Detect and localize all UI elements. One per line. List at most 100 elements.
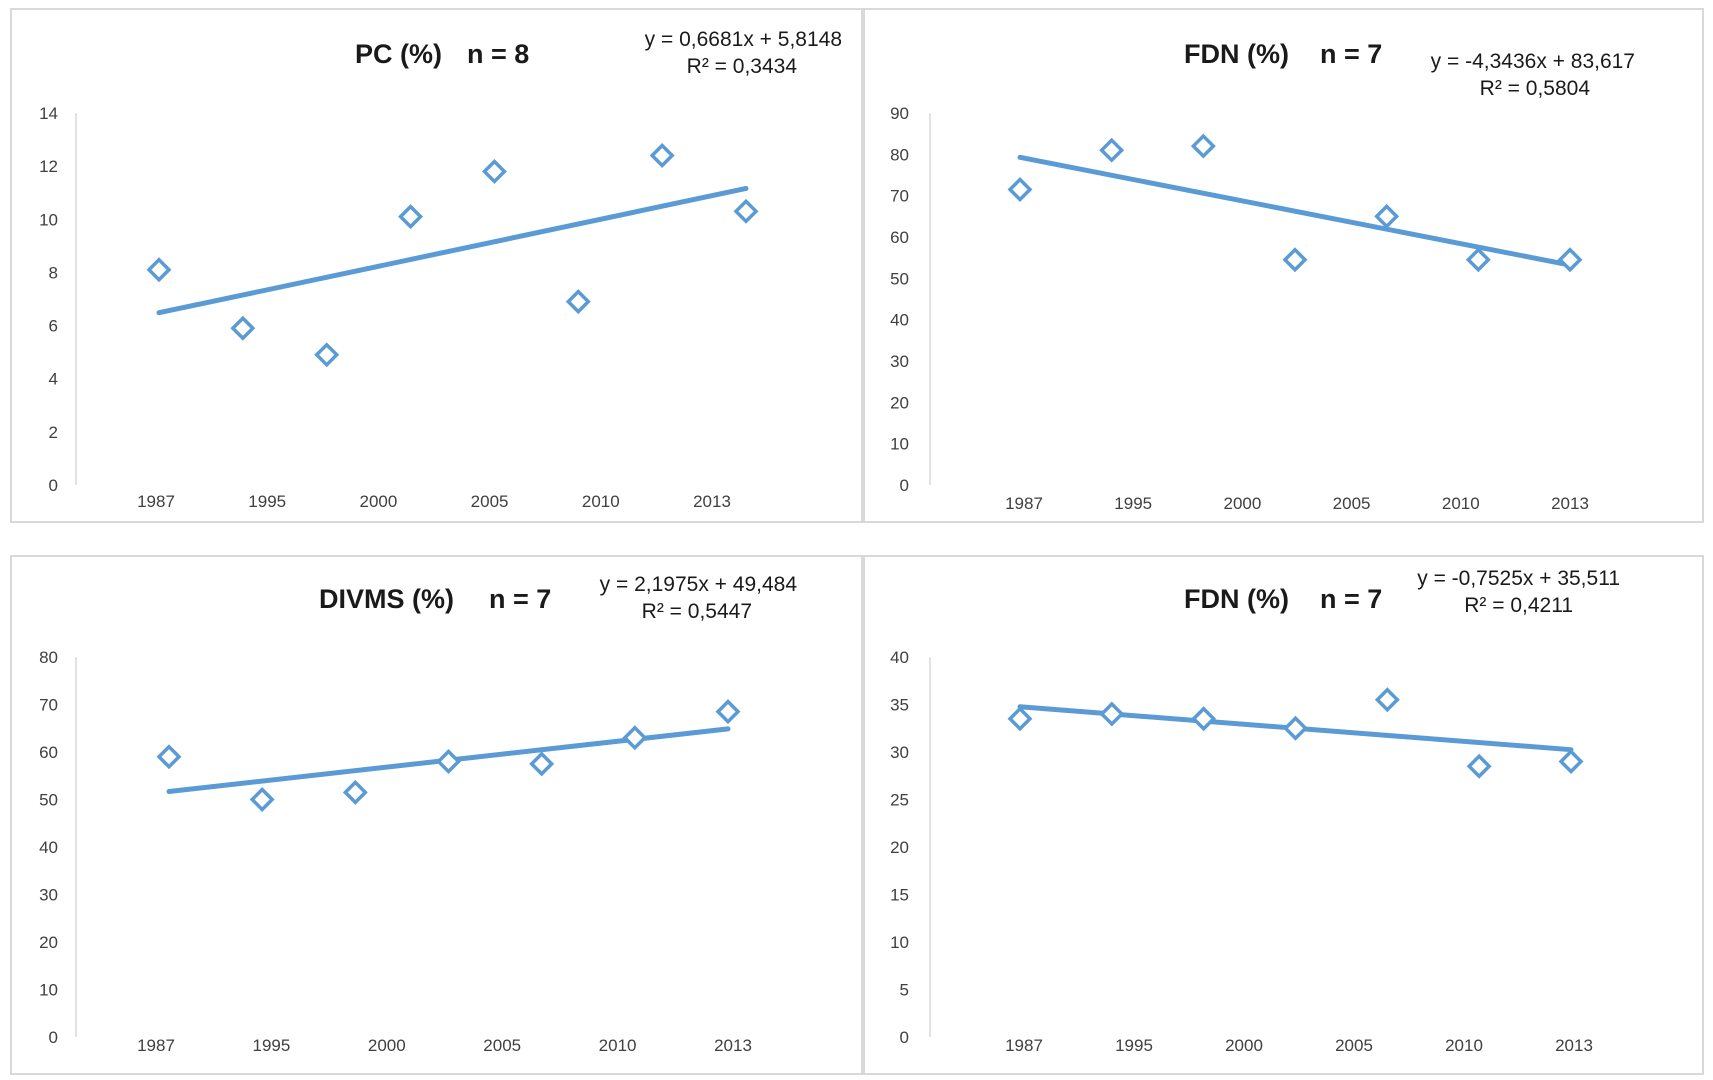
data-point xyxy=(1466,753,1492,779)
trendline xyxy=(156,185,749,316)
data-point xyxy=(622,725,648,751)
y-tick-label: 60 xyxy=(39,743,58,762)
x-tick-label: 2000 xyxy=(1223,494,1261,513)
trendline-r2: R² = 0,5804 xyxy=(1480,77,1591,100)
chart-svg-fdn-2: FDN (%) n = 7 y = -0,7525x + 35,511 R² =… xyxy=(890,567,1620,1055)
x-tick-label: 2013 xyxy=(1555,1036,1593,1055)
x-tick-label: 2010 xyxy=(599,1036,637,1055)
y-tick-label: 50 xyxy=(39,791,58,810)
y-tick-label: 80 xyxy=(39,648,58,667)
x-tick-label: 1995 xyxy=(248,492,286,511)
y-tick-label: 20 xyxy=(39,933,58,952)
data-point xyxy=(1099,137,1125,163)
y-tick-label: 10 xyxy=(39,981,58,1000)
y-tick-label: 8 xyxy=(49,263,58,282)
data-point xyxy=(156,744,182,770)
data-point xyxy=(1374,203,1400,229)
data-point xyxy=(230,315,256,341)
data-point xyxy=(1191,706,1217,732)
data-point xyxy=(342,779,368,805)
trendline-equation: y = -4,3436x + 83,617 xyxy=(1431,50,1635,73)
y-tick-label: 20 xyxy=(890,393,909,412)
y-tick-label: 70 xyxy=(39,696,58,715)
y-tick-label: 30 xyxy=(890,352,909,371)
x-tick-label: 1995 xyxy=(1115,1036,1153,1055)
data-point xyxy=(1557,247,1583,273)
y-tick-label: 15 xyxy=(890,886,909,905)
x-tick-label: 2013 xyxy=(693,492,731,511)
y-tick-label: 25 xyxy=(890,791,909,810)
trendline-equation: y = 0,6681x + 5,8148 xyxy=(645,28,842,51)
data-point xyxy=(1007,706,1033,732)
y-tick-label: 0 xyxy=(900,476,909,495)
y-tick-label: 40 xyxy=(890,648,909,667)
data-point xyxy=(436,749,461,774)
data-point xyxy=(1465,247,1491,273)
data-point xyxy=(398,204,424,230)
y-tick-label: 0 xyxy=(49,476,58,495)
y-tick-label: 0 xyxy=(49,1028,58,1047)
x-tick-label: 2013 xyxy=(1551,494,1589,513)
y-tick-label: 35 xyxy=(890,696,909,715)
y-tick-label: 30 xyxy=(39,886,58,905)
y-tick-label: 10 xyxy=(890,435,909,454)
x-tick-label: 1995 xyxy=(1114,494,1152,513)
x-tick-label: 2005 xyxy=(1333,494,1371,513)
y-tick-label: 40 xyxy=(890,311,909,330)
x-tick-label: 1987 xyxy=(137,492,175,511)
x-tick-label: 2005 xyxy=(471,492,509,511)
y-tick-label: 4 xyxy=(49,370,58,389)
data-point xyxy=(314,342,340,368)
y-tick-label: 14 xyxy=(39,104,58,123)
x-tick-label: 2000 xyxy=(359,492,397,511)
x-tick-label: 2013 xyxy=(714,1036,752,1055)
chart-title: PC (%) xyxy=(355,39,442,69)
x-tick-label: 2000 xyxy=(1225,1036,1263,1055)
data-point xyxy=(1190,133,1216,159)
y-tick-label: 40 xyxy=(39,838,58,857)
trendline-equation: y = -0,7525x + 35,511 xyxy=(1417,567,1620,590)
x-tick-label: 2005 xyxy=(483,1036,521,1055)
data-point xyxy=(565,289,591,315)
chart-panel-divms: DIVMS (%) n = 7 y = 2,1975x + 49,484 R² … xyxy=(10,555,863,1075)
data-point xyxy=(733,198,759,224)
trendline-equation: y = 2,1975x + 49,484 xyxy=(600,573,798,596)
trendline-r2: R² = 0,5447 xyxy=(642,600,752,623)
y-tick-label: 6 xyxy=(49,317,58,336)
x-tick-label: 2010 xyxy=(1445,1036,1483,1055)
data-point xyxy=(529,751,555,777)
data-point xyxy=(1099,701,1125,727)
chart-svg-divms: DIVMS (%) n = 7 y = 2,1975x + 49,484 R² … xyxy=(39,573,798,1055)
trendline-r2: R² = 0,4211 xyxy=(1464,594,1573,617)
chart-n-label: n = 7 xyxy=(489,584,551,614)
trendline-r2: R² = 0,3434 xyxy=(687,55,798,78)
chart-title: FDN (%) xyxy=(1184,584,1289,614)
chart-svg-pc: PC (%) n = 8 y = 0,6681x + 5,8148 R² = 0… xyxy=(39,28,842,511)
data-point xyxy=(146,257,172,283)
y-tick-label: 80 xyxy=(890,145,909,164)
y-tick-label: 2 xyxy=(49,423,58,442)
y-tick-label: 10 xyxy=(890,933,909,952)
y-tick-label: 60 xyxy=(890,228,909,247)
data-point xyxy=(715,699,741,725)
chart-title: FDN (%) xyxy=(1184,39,1289,69)
x-tick-label: 2005 xyxy=(1335,1036,1373,1055)
y-tick-label: 70 xyxy=(890,187,909,206)
y-tick-label: 90 xyxy=(890,104,909,123)
data-point xyxy=(1007,176,1033,202)
x-tick-label: 1987 xyxy=(1005,494,1043,513)
data-point xyxy=(249,787,275,812)
chart-panel-pc: PC (%) n = 8 y = 0,6681x + 5,8148 R² = 0… xyxy=(10,8,863,523)
data-point xyxy=(1558,749,1584,774)
x-tick-label: 1987 xyxy=(137,1036,175,1055)
x-tick-label: 2010 xyxy=(582,492,620,511)
chart-n-label: n = 8 xyxy=(467,39,529,69)
chart-svg-fdn: FDN (%) n = 7 y = -4,3436x + 83,617 R² =… xyxy=(890,39,1635,513)
y-tick-label: 5 xyxy=(900,981,909,1000)
y-tick-label: 10 xyxy=(39,210,58,229)
trendline xyxy=(1017,154,1573,268)
y-tick-label: 12 xyxy=(39,157,58,176)
y-tick-label: 20 xyxy=(890,838,909,857)
y-tick-label: 0 xyxy=(900,1028,909,1047)
chart-panel-fdn: FDN (%) n = 7 y = -4,3436x + 83,617 R² =… xyxy=(863,8,1704,523)
